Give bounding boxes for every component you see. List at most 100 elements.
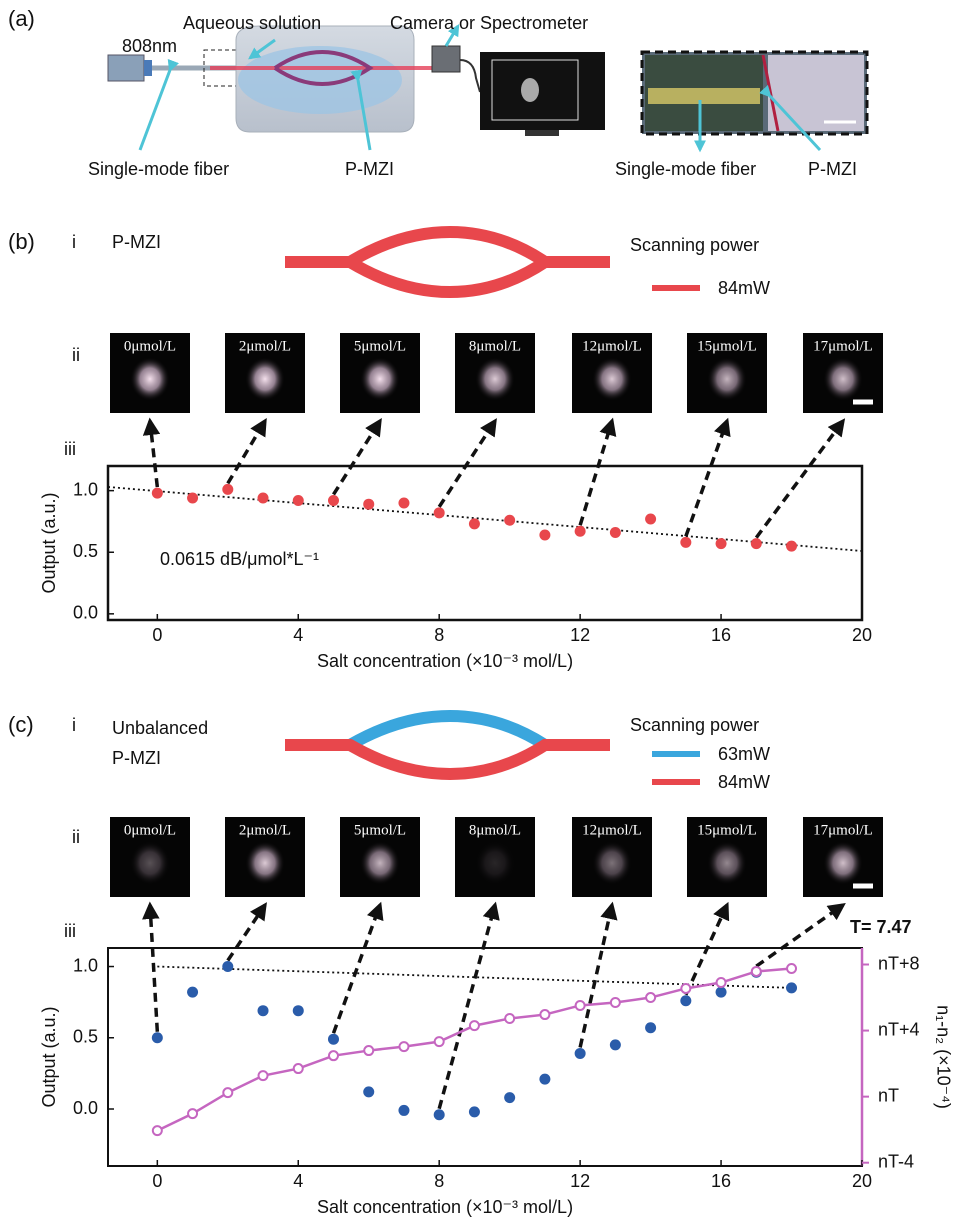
data-point — [363, 1086, 375, 1098]
image-label: 15μmol/L — [697, 338, 757, 354]
label: Camera or Spectrometer — [390, 13, 588, 33]
label: Aqueous solution — [183, 13, 321, 33]
annotation: 0.0615 dB/μmol*L⁻¹ — [160, 549, 319, 569]
y-tick-label: 0.0 — [73, 1098, 98, 1118]
fiber-core — [648, 88, 760, 104]
plot-frame — [106, 464, 864, 622]
image-spot — [707, 841, 747, 885]
image-spot — [475, 841, 515, 885]
image-spot — [360, 841, 400, 885]
image-label: 12μmol/L — [582, 338, 642, 354]
y2-tick-label: nT+8 — [878, 953, 920, 973]
x-tick-label: 4 — [293, 1171, 303, 1191]
device-arm — [285, 739, 610, 781]
data-point — [574, 1047, 586, 1059]
device-label: P-MZI — [112, 748, 161, 768]
monitor-stand — [525, 130, 559, 136]
data-point — [645, 513, 657, 525]
image-label: 8μmol/L — [469, 338, 521, 354]
image-label: 17μmol/L — [813, 338, 873, 354]
y-tick-label: 1.0 — [73, 479, 98, 499]
image-spot — [245, 841, 285, 885]
data-point — [222, 961, 234, 973]
setup-schematic — [107, 23, 869, 153]
laser-port — [144, 60, 152, 76]
connector-arrow — [578, 417, 617, 526]
x-tick-label: 8 — [434, 625, 444, 645]
data-point — [257, 492, 269, 504]
label: P-MZI — [808, 159, 857, 179]
data-point — [609, 997, 621, 1008]
data-point — [151, 1032, 163, 1044]
image-spot — [707, 357, 747, 401]
connector-arrow — [437, 418, 497, 508]
connector-arrow — [226, 417, 267, 485]
x-axis-label: Salt concentration (×10⁻³ mol/L) — [317, 1197, 573, 1217]
data-point — [222, 1087, 234, 1099]
label: P-MZI — [345, 159, 394, 179]
data-point — [680, 995, 692, 1007]
y-tick-label: 1.0 — [73, 955, 98, 975]
x-tick-label: 20 — [852, 1171, 872, 1191]
device-label: P-MZI — [112, 232, 161, 252]
x-tick-label: 16 — [711, 1171, 731, 1191]
panel-label: (a) — [8, 6, 35, 31]
connector-arrow — [755, 902, 846, 968]
data-point — [187, 986, 199, 998]
connector-arrow — [437, 901, 500, 1110]
data-point — [750, 965, 762, 977]
data-point — [645, 992, 657, 1004]
legend-label: 84mW — [718, 772, 770, 792]
sub-label: iii — [64, 439, 76, 459]
connector-arrow — [142, 417, 161, 488]
data-point — [715, 977, 727, 989]
image-spot — [823, 841, 863, 885]
data-point — [609, 527, 621, 539]
x-tick-label: 12 — [570, 1171, 590, 1191]
data-point — [187, 492, 199, 504]
image-label: 0μmol/L — [124, 338, 176, 354]
data-point — [715, 986, 727, 998]
connector-arrow — [226, 902, 267, 962]
data-point — [539, 1073, 551, 1085]
data-point — [680, 982, 692, 994]
x-tick-label: 20 — [852, 625, 872, 645]
x-tick-label: 16 — [711, 625, 731, 645]
image-spot — [823, 357, 863, 401]
monitor-frame — [491, 59, 579, 121]
data-point — [257, 1070, 269, 1082]
data-point — [468, 518, 480, 530]
image-spot — [130, 357, 170, 401]
pointer — [350, 69, 372, 151]
image-label: 8μmol/L — [469, 822, 521, 838]
image-spot — [592, 357, 632, 401]
image-label: 12μmol/L — [582, 822, 642, 838]
data-point — [468, 1020, 480, 1032]
data-point — [504, 1013, 516, 1025]
legend-title: Scanning power — [630, 235, 759, 255]
cable — [459, 59, 481, 93]
image-label: 0μmol/L — [124, 822, 176, 838]
y2-axis-label: n₁-n₂ (×10⁻⁴) — [933, 1005, 953, 1109]
x-tick-label: 0 — [152, 1171, 162, 1191]
image-spot — [245, 357, 285, 401]
image-label: 17μmol/L — [813, 822, 873, 838]
x-tick-label: 4 — [293, 625, 303, 645]
y2-tick-label: nT — [878, 1085, 899, 1105]
data-point — [715, 538, 727, 550]
device-label: Unbalanced — [112, 718, 208, 738]
pointer — [248, 38, 276, 60]
legend-label: 84mW — [718, 278, 770, 298]
image-spot — [360, 357, 400, 401]
y2-tick-label: nT-4 — [878, 1151, 914, 1171]
legend-label: 63mW — [718, 744, 770, 764]
x-tick-label: 0 — [152, 625, 162, 645]
image-spot — [592, 841, 632, 885]
camera — [431, 45, 461, 73]
connector-arrow — [754, 418, 846, 539]
data-point — [327, 1033, 339, 1045]
data-point — [504, 514, 516, 526]
annotation: T= 7.47 — [850, 917, 912, 937]
data-point — [363, 498, 375, 510]
image-label: 2μmol/L — [239, 822, 291, 838]
